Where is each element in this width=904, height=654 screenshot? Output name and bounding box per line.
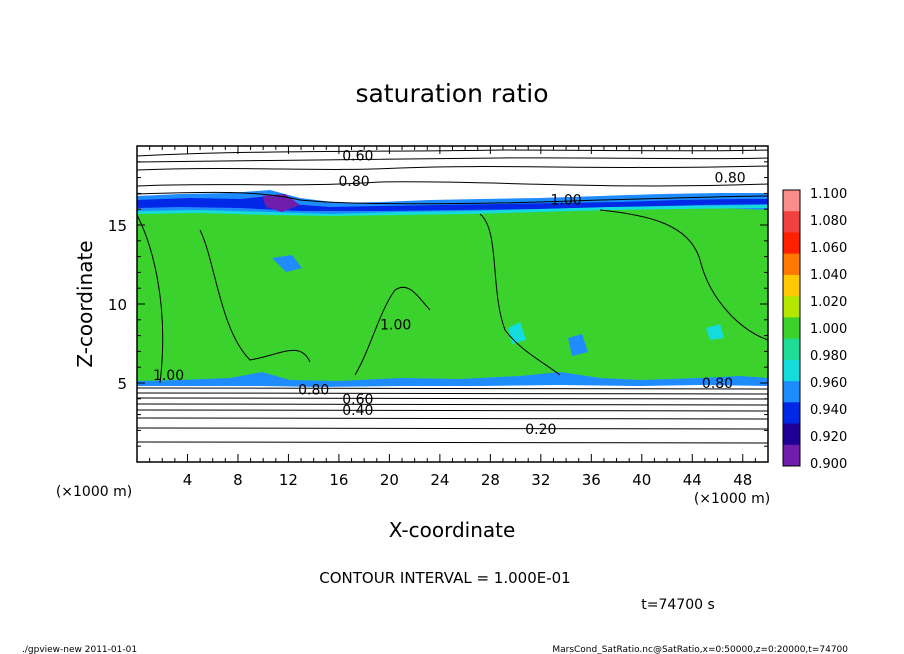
colorbar-swatch <box>783 274 800 297</box>
contour-label: 1.00 <box>153 368 184 384</box>
contour-label: 0.40 <box>342 403 373 419</box>
saturated-region <box>137 203 768 386</box>
colorbar-label: 0.980 <box>810 349 847 364</box>
colorbar-swatch <box>783 211 800 233</box>
colorbar-label: 1.040 <box>810 268 847 283</box>
contour-label: 0.80 <box>715 171 746 187</box>
colorbar-label: 1.020 <box>810 295 847 310</box>
colorbar-label: 1.000 <box>810 322 847 337</box>
contour-label: 1.00 <box>550 193 581 209</box>
contour-label: 0.80 <box>338 174 369 190</box>
contour-label: 0.60 <box>342 392 373 408</box>
colorbar-label: 1.100 <box>810 187 847 202</box>
colorbar-label: 0.960 <box>810 376 847 391</box>
colorbar-swatch <box>783 423 800 446</box>
blue-spot-d <box>706 324 724 340</box>
upper-purple-spot <box>262 194 300 212</box>
chart-title: saturation ratio <box>355 79 548 108</box>
colorbar-label: 0.920 <box>810 430 847 445</box>
contour-label: 0.80 <box>298 382 329 398</box>
contour-label: 1.00 <box>380 318 411 334</box>
colorbar-frame <box>782 189 801 467</box>
y-tick-label: 15 <box>108 217 127 235</box>
contour-interval-text: CONTOUR INTERVAL = 1.000E-01 <box>319 569 570 587</box>
y-axis-label: Z-coordinate <box>73 240 97 367</box>
colorbar: 1.100 1.080 1.060 1.040 1.020 1.000 0.980 0.960… <box>782 187 847 472</box>
x-tick-label: 8 <box>233 471 243 489</box>
colorbar-swatch <box>783 317 800 340</box>
blue-spot-a <box>272 255 302 272</box>
colorbar-label: 1.060 <box>810 241 847 256</box>
contour-label: 0.20 <box>525 422 556 438</box>
colorbar-label: 1.080 <box>810 214 847 229</box>
colorbar-swatch <box>783 359 800 382</box>
colorbar-label: 0.940 <box>810 403 847 418</box>
x-unit-label: (×1000 m) <box>694 491 770 507</box>
colorbar-swatch <box>783 296 800 318</box>
x-axis-label: X-coordinate <box>389 518 516 542</box>
x-tick-label: 16 <box>329 471 348 489</box>
x-tick-label: 32 <box>531 471 550 489</box>
contour-label: 0.60 <box>342 148 373 164</box>
x-tick-label: 20 <box>380 471 399 489</box>
colorbar-swatch <box>783 253 800 276</box>
z-unit-label: (×1000 m) <box>56 484 132 500</box>
upper-cyan-band <box>137 205 768 216</box>
y-tick-label: 5 <box>117 375 127 393</box>
colorbar-swatch <box>783 338 800 361</box>
colorbar-swatch <box>783 232 800 255</box>
colorbar-swatch <box>783 444 800 467</box>
colorbar-swatch <box>783 190 800 212</box>
contour-label: 0.80 <box>702 376 733 392</box>
x-tick-label: 36 <box>582 471 601 489</box>
x-tick-label: 40 <box>632 471 651 489</box>
x-tick-label: 48 <box>733 471 752 489</box>
x-tick-label: 24 <box>430 471 449 489</box>
footer-left: ./gpview-new 2011-01-01 <box>22 645 137 654</box>
y-tick-label: 10 <box>108 296 127 314</box>
x-tick-label: 4 <box>183 471 193 489</box>
x-tick-label: 12 <box>279 471 298 489</box>
lower-blue-band <box>137 372 768 387</box>
upper-dark-band <box>137 196 768 211</box>
time-text: t=74700 s <box>641 597 715 613</box>
colorbar-swatch <box>783 402 800 425</box>
colorbar-label: 0.900 <box>810 457 847 472</box>
x-tick-label: 28 <box>481 471 500 489</box>
blue-spot-c <box>568 334 588 356</box>
footer-right: MarsCond_SatRatio.nc@SatRatio,x=0:50000,… <box>552 645 848 654</box>
plot-area: 0.600.80 0.801.001.001.000.80 0.800.600.40… <box>108 145 769 489</box>
colorbar-swatch <box>783 381 800 403</box>
x-tick-label: 44 <box>683 471 702 489</box>
